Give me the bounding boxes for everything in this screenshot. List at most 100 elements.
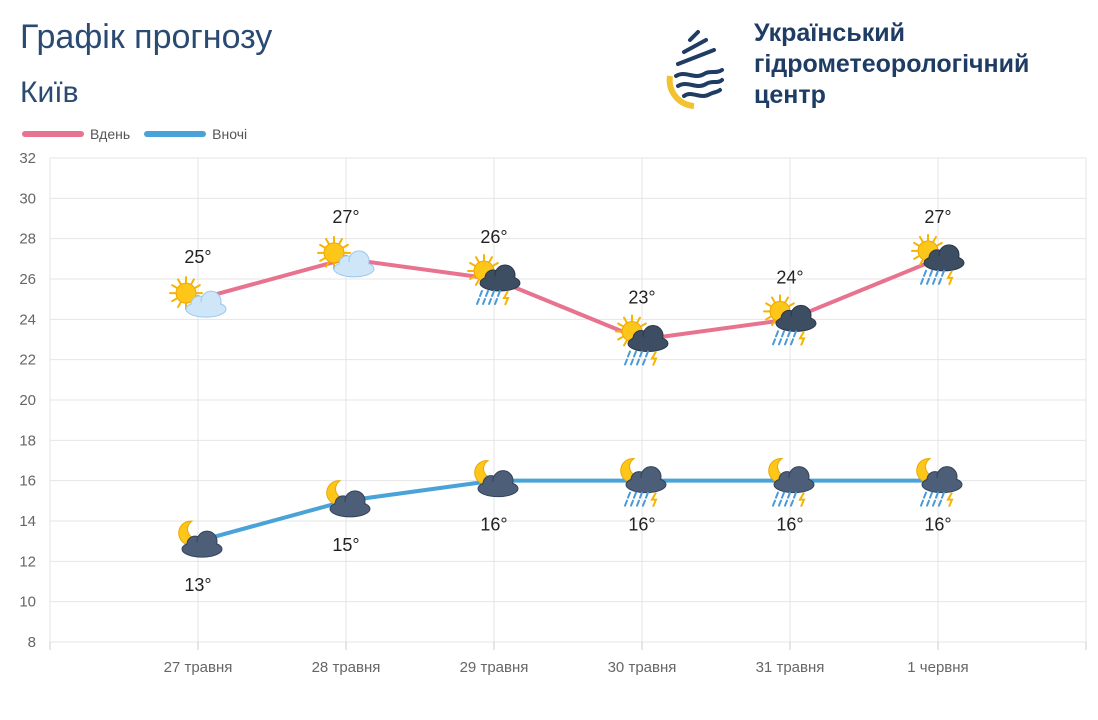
rain-drop: [793, 491, 797, 499]
rain-drop: [923, 491, 927, 499]
data-label: 25°: [184, 247, 211, 267]
rain-drop: [790, 338, 794, 346]
cloud-fill: [336, 261, 372, 274]
data-label: 16°: [924, 515, 951, 535]
rain-drop: [772, 499, 776, 507]
moon-cloud-icon: [326, 480, 371, 518]
hydromet-logo-icon: [666, 22, 724, 109]
sun-ray: [771, 319, 776, 327]
rain-drop: [636, 358, 640, 366]
sun-ray: [919, 235, 924, 243]
sun-ray: [913, 255, 920, 260]
cloud-fill: [482, 276, 518, 288]
y-tick-label: 10: [19, 594, 36, 611]
data-label: 16°: [628, 515, 655, 535]
lightning-bolt: [650, 492, 658, 508]
legend-swatch-night: [144, 131, 207, 137]
x-tick-label: 27 травня: [164, 659, 233, 676]
moon-thunderstorm-icon: [620, 458, 667, 508]
sun-ray: [171, 297, 178, 303]
cloud-fill: [184, 542, 220, 555]
cloud-fill: [776, 477, 812, 490]
rain-drop: [920, 499, 924, 507]
sun-ray: [325, 261, 330, 268]
rain-drop: [624, 358, 628, 366]
sun-ray: [932, 235, 937, 243]
lightning-bolt: [946, 492, 954, 508]
sun-ray: [617, 336, 624, 341]
rain-drop: [787, 330, 791, 338]
sun-ray: [469, 262, 476, 267]
rain-drop: [627, 491, 631, 499]
cloud-fill: [480, 481, 516, 494]
moon-cloud-icon: [178, 520, 223, 558]
moon-thunderstorm-icon: [768, 458, 815, 508]
rain-drop: [485, 290, 489, 297]
rain-drop: [494, 298, 498, 305]
cloud-fill: [628, 477, 664, 490]
rain-drop: [923, 269, 927, 277]
moon-cloud-icon: [474, 460, 519, 498]
chart-legend: Вдень Вночі: [22, 126, 261, 142]
rain-drop: [627, 350, 631, 358]
brand-line-2: гідрометеорологічний: [754, 50, 1030, 78]
rain-drop: [938, 499, 942, 507]
rain-drop: [932, 499, 936, 507]
rain-drop: [932, 277, 936, 285]
rain-drop: [639, 350, 643, 358]
sun-ray: [338, 237, 343, 245]
rain-drop: [781, 491, 785, 499]
legend-label-day: Вдень: [90, 126, 131, 142]
sun-thunderstorm-icon: [467, 254, 521, 306]
rain-drop: [781, 330, 785, 338]
brand-block: Український гідрометеорологічний центр: [664, 18, 1094, 114]
sun-ray: [623, 340, 628, 347]
rain-drop: [929, 491, 933, 499]
cloud-fill: [926, 255, 962, 268]
data-label: 15°: [332, 535, 359, 555]
rain-drop: [645, 491, 649, 499]
y-tick-label: 8: [28, 634, 36, 651]
y-tick-label: 22: [19, 352, 36, 369]
sun-ray: [636, 316, 641, 323]
sun-ray: [492, 262, 499, 267]
rain-drop: [482, 298, 486, 305]
lightning-bolt: [502, 290, 510, 306]
sun-ray: [765, 302, 772, 307]
sun-ray: [788, 302, 795, 307]
sun-ray: [177, 278, 182, 285]
sun-ray: [177, 301, 182, 309]
cloud-fill: [630, 336, 666, 349]
lightning-bolt: [650, 351, 658, 366]
sun-thunderstorm-icon: [615, 314, 669, 366]
rain-drop: [630, 499, 634, 507]
lightning-bolt: [798, 492, 806, 508]
sun-ray: [171, 284, 178, 289]
data-label: 27°: [332, 207, 359, 227]
rain-drop: [784, 499, 788, 507]
sun-cloud-icon: [169, 276, 227, 318]
sun-ray: [488, 256, 493, 263]
rain-drop: [630, 358, 634, 366]
rain-drop: [624, 499, 628, 507]
sun-ray: [319, 257, 326, 262]
sun-ray: [919, 259, 924, 266]
legend-item-day[interactable]: Вдень: [22, 126, 130, 142]
rain-drop: [941, 269, 945, 277]
rain-drop: [787, 491, 791, 499]
rain-drop: [778, 499, 782, 507]
legend-item-night[interactable]: Вночі: [144, 126, 247, 142]
cloud-fill: [188, 302, 224, 315]
x-tick-label: 30 травня: [608, 659, 677, 676]
rain-drop: [497, 290, 501, 297]
sun-ray: [617, 322, 624, 327]
sun-ray: [475, 279, 480, 286]
x-tick-label: 1 червня: [907, 659, 968, 676]
data-label: 27°: [924, 207, 951, 227]
rain-drop: [775, 491, 779, 499]
lightning-bolt: [946, 270, 954, 286]
rain-drop: [642, 499, 646, 507]
sun-ray: [771, 296, 776, 303]
x-tick-label: 31 травня: [756, 659, 825, 676]
